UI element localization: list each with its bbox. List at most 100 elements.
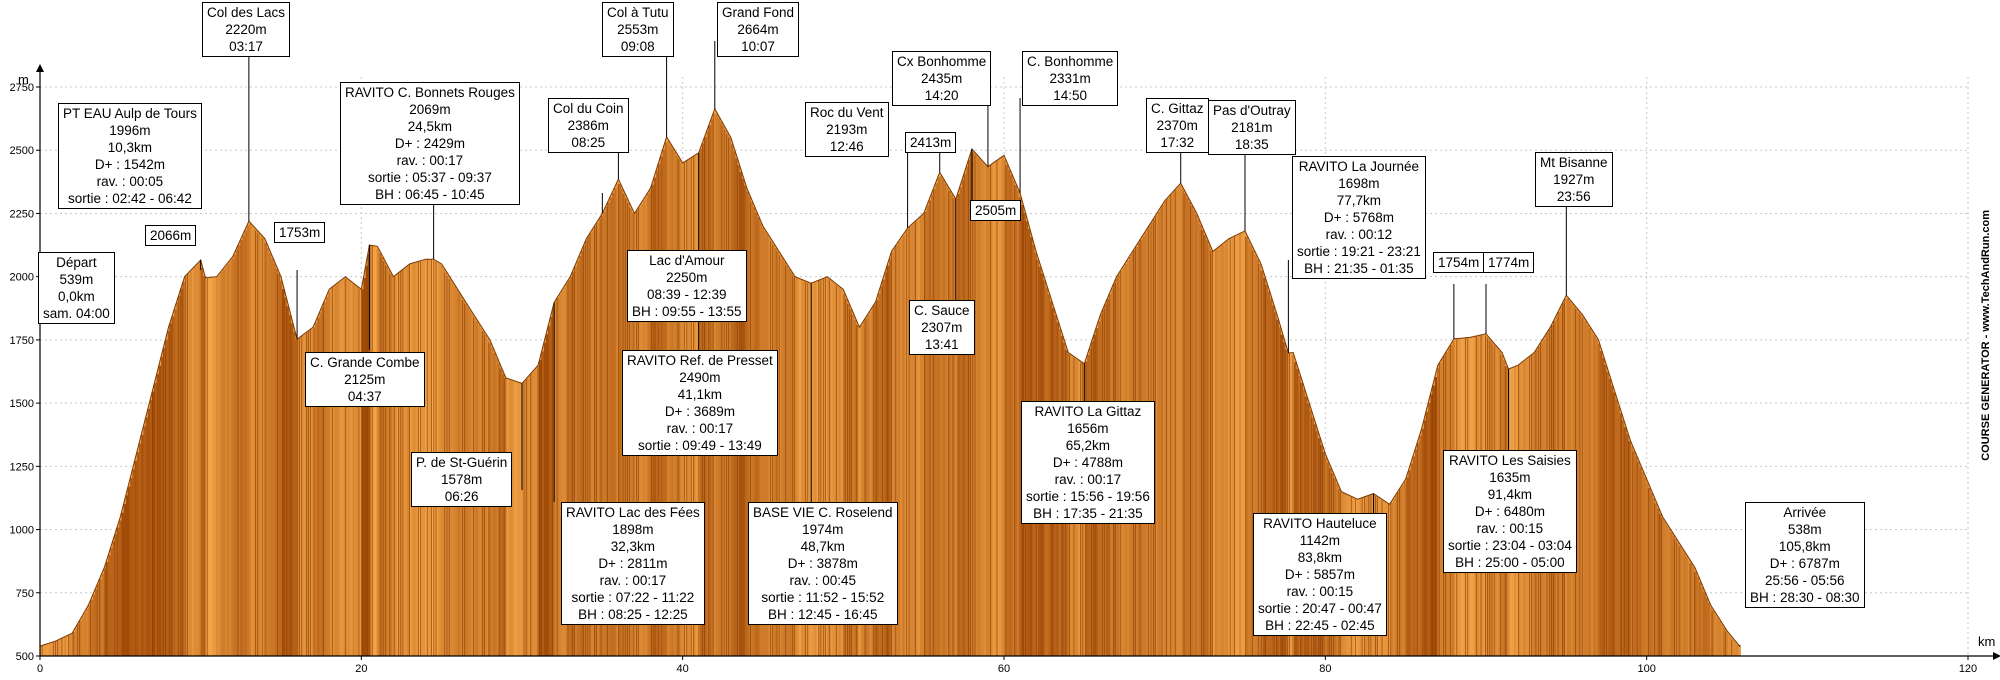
- elevation-stripe: [167, 330, 171, 656]
- elevation-stripe: [1184, 193, 1187, 656]
- elevation-stripe: [1228, 239, 1231, 656]
- elevation-stripe: [251, 226, 254, 656]
- elevation-stripe: [1274, 312, 1277, 656]
- elevation-stripe: [1718, 621, 1722, 656]
- elevation-stripe: [1236, 234, 1240, 656]
- annotation-box: C. Grande Combe 2125m 04:37: [305, 352, 425, 407]
- elevation-stripe: [220, 272, 223, 656]
- x-tick-label: 20: [355, 663, 367, 675]
- elevation-stripe: [873, 304, 877, 656]
- elevation-stripe: [526, 378, 529, 656]
- elevation-stripe: [609, 197, 613, 656]
- elevation-stripe: [1241, 232, 1244, 656]
- elevation-stripe: [1575, 309, 1579, 656]
- elevation-stripe: [977, 157, 980, 657]
- elevation-stripe: [592, 229, 595, 656]
- y-tick-label: 2750: [10, 82, 34, 94]
- elevation-stripe: [785, 265, 789, 656]
- annotation-line: sortie : 11:52 - 15:52: [761, 590, 885, 605]
- elevation-stripe: [543, 342, 547, 656]
- elevation-stripe: [821, 279, 824, 656]
- elevation-stripe: [983, 164, 987, 656]
- elevation-stripe: [189, 271, 193, 656]
- elevation-stripe: [396, 274, 399, 656]
- annotation-line: 1927m: [1553, 172, 1595, 187]
- annotation-line: 08:25: [571, 135, 606, 150]
- annotation-line: Col des Lacs: [207, 5, 286, 20]
- elevation-stripe: [495, 358, 498, 656]
- elevation-stripe: [1709, 607, 1713, 656]
- annotation-line: 48,7km: [800, 539, 845, 554]
- elevation-stripe: [282, 289, 285, 656]
- elevation-stripe: [1408, 470, 1411, 656]
- tick-labels: 0 20 40 60 80 100 120 500 750 1000 1250 1500 1750 200…: [10, 82, 1978, 675]
- elevation-stripe: [1201, 230, 1205, 656]
- annotation-line: 539m: [59, 272, 94, 287]
- elevation-stripe: [1681, 549, 1684, 656]
- elevation-stripe: [1703, 592, 1706, 656]
- elevation-stripe: [1291, 355, 1295, 656]
- elevation-stripe: [1157, 211, 1161, 656]
- elevation-stripe: [1430, 394, 1433, 656]
- annotation-line: RAVITO La Gittaz: [1034, 404, 1142, 419]
- elevation-stripe: [1192, 210, 1196, 656]
- annotation-box: Départ 539m 0,0km sam. 04:00: [38, 252, 115, 324]
- elevation-stripe: [838, 287, 842, 656]
- elevation-stripe: [1170, 194, 1174, 656]
- elevation-stripe: [1164, 201, 1167, 656]
- annotation-line: sortie : 19:21 - 23:21: [1297, 244, 1421, 259]
- elevation-stripe: [1632, 451, 1636, 656]
- annotation-line: BH : 28:30 - 08:30: [1750, 590, 1860, 605]
- elevation-stripe: [997, 160, 1000, 656]
- elevation-stripe: [1729, 636, 1733, 656]
- elevation-stripe: [1670, 532, 1673, 656]
- elevation-stripe: [550, 317, 553, 656]
- elevation-stripe: [139, 443, 142, 656]
- annotation-line: BH : 25:00 - 05:00: [1455, 555, 1565, 570]
- elevation-stripe: [805, 281, 809, 656]
- elevation-stripe: [286, 306, 289, 656]
- elevation-stripe: [1155, 215, 1158, 656]
- elevation-stripe: [827, 278, 831, 656]
- elevation-stripe: [1588, 328, 1592, 656]
- annotation-line: 12:46: [829, 139, 864, 154]
- annotation-line: 83,8km: [1297, 550, 1343, 565]
- y-tick-label: 2250: [10, 208, 34, 220]
- annotation-line: 1996m: [109, 123, 151, 138]
- annotation-line: 13:41: [924, 337, 959, 352]
- elevation-stripe: [497, 363, 501, 656]
- elevation-stripe: [365, 265, 369, 656]
- elevation-stripe: [169, 323, 173, 656]
- annotation-line: 14:50: [1053, 88, 1088, 103]
- elevation-stripe: [1005, 164, 1009, 656]
- elevation-stripe: [1166, 198, 1169, 656]
- elevation-stripe: [1265, 284, 1268, 656]
- elevation-stripe: [246, 225, 250, 656]
- annotation-line: Lac d'Amour: [649, 253, 725, 268]
- elevation-stripe: [229, 261, 232, 656]
- elevation-stripe: [847, 304, 850, 656]
- elevation-stripe: [849, 309, 853, 656]
- elevation-stripe: [359, 289, 362, 656]
- annotation-line: Arrivée: [1783, 505, 1827, 520]
- elevation-stripe: [73, 631, 76, 656]
- annotation-line: 65,2km: [1065, 438, 1111, 453]
- annotation-line: RAVITO Ref. de Presset: [627, 353, 773, 368]
- elevation-stripe: [1016, 190, 1020, 656]
- elevation-stripe: [913, 222, 916, 656]
- elevation-stripe: [1679, 546, 1682, 656]
- elevation-stripe: [312, 327, 316, 656]
- elevation-stripe: [165, 339, 168, 656]
- elevation-stripe: [345, 278, 349, 656]
- annotation-line: 2386m: [567, 118, 609, 133]
- elevation-stripe: [532, 371, 536, 656]
- elevation-stripe: [1663, 521, 1667, 656]
- annotation-box: 1774m: [1483, 252, 1535, 273]
- elevation-stripe: [222, 269, 226, 656]
- elevation-stripe: [306, 332, 309, 656]
- elevation-stripe: [374, 246, 377, 656]
- elevation-stripe: [288, 314, 292, 656]
- annotation-line: Roc du Vent: [810, 105, 884, 120]
- elevation-stripe: [1674, 539, 1678, 656]
- annotation-line: Mt Bisanne: [1540, 155, 1608, 170]
